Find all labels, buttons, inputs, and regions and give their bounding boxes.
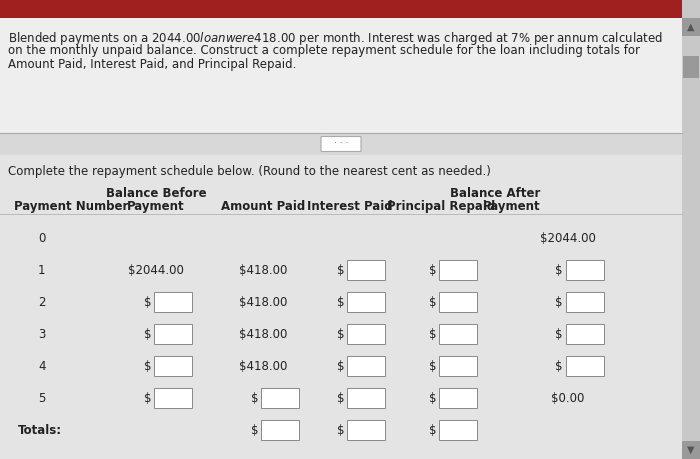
- Text: $: $: [429, 424, 436, 437]
- Bar: [566, 356, 603, 376]
- Bar: [440, 324, 477, 344]
- Text: $418.00: $418.00: [239, 263, 288, 276]
- Text: Amount Paid, Interest Paid, and Principal Repaid.: Amount Paid, Interest Paid, and Principa…: [8, 58, 296, 71]
- Text: $: $: [555, 296, 563, 308]
- Bar: [682, 0, 700, 459]
- Text: $: $: [144, 328, 151, 341]
- Bar: [154, 356, 192, 376]
- Text: $418.00: $418.00: [239, 296, 288, 308]
- Text: $418.00: $418.00: [239, 328, 288, 341]
- Text: $: $: [337, 392, 344, 404]
- Text: 0: 0: [38, 231, 46, 245]
- Text: $: $: [144, 296, 151, 308]
- Text: $: $: [337, 359, 344, 373]
- Bar: [261, 388, 300, 408]
- Text: Payment: Payment: [127, 200, 185, 213]
- Text: on the monthly unpaid balance. Construct a complete repayment schedule for the l: on the monthly unpaid balance. Construct…: [8, 44, 640, 57]
- Bar: [440, 260, 477, 280]
- Text: $: $: [429, 359, 436, 373]
- Text: Blended payments on a $2044.00 loan were $418.00 per month. Interest was charged: Blended payments on a $2044.00 loan were…: [8, 30, 663, 47]
- Text: $: $: [251, 424, 258, 437]
- Text: Complete the repayment schedule below. (Round to the nearest cent as needed.): Complete the repayment schedule below. (…: [8, 165, 491, 178]
- Text: $418.00: $418.00: [239, 359, 288, 373]
- Bar: [682, 18, 700, 36]
- Bar: [0, 18, 682, 133]
- Bar: [154, 324, 192, 344]
- Bar: [440, 356, 477, 376]
- Text: $: $: [429, 328, 436, 341]
- Bar: [440, 420, 477, 440]
- Text: $: $: [337, 296, 344, 308]
- Text: ▼: ▼: [687, 445, 694, 455]
- Bar: [347, 260, 386, 280]
- Text: Totals:: Totals:: [18, 424, 62, 437]
- Text: $2044.00: $2044.00: [128, 263, 184, 276]
- Text: Interest Paid: Interest Paid: [307, 200, 392, 213]
- Text: $: $: [429, 296, 436, 308]
- Text: Amount Paid: Amount Paid: [221, 200, 305, 213]
- Bar: [154, 292, 192, 312]
- Text: $: $: [555, 359, 563, 373]
- Text: Balance After: Balance After: [450, 187, 540, 200]
- Bar: [440, 292, 477, 312]
- Text: $: $: [144, 392, 151, 404]
- Text: $: $: [251, 392, 258, 404]
- Text: $: $: [144, 359, 151, 373]
- Bar: [154, 388, 192, 408]
- Text: 1: 1: [38, 263, 46, 276]
- Bar: [347, 388, 386, 408]
- Text: $: $: [555, 328, 563, 341]
- Bar: [682, 441, 700, 459]
- Text: 5: 5: [38, 392, 46, 404]
- Bar: [261, 420, 300, 440]
- Text: 4: 4: [38, 359, 46, 373]
- Bar: [347, 292, 386, 312]
- Text: ▲: ▲: [687, 22, 694, 32]
- Bar: [683, 56, 699, 78]
- Bar: [0, 155, 682, 459]
- Bar: [566, 292, 603, 312]
- Text: $: $: [429, 392, 436, 404]
- Text: $: $: [337, 328, 344, 341]
- Bar: [566, 260, 603, 280]
- Text: · · ·: · · ·: [334, 140, 348, 149]
- Text: Payment: Payment: [483, 200, 540, 213]
- Text: Payment Number: Payment Number: [13, 200, 128, 213]
- Text: $: $: [337, 424, 344, 437]
- Bar: [347, 324, 386, 344]
- Text: Principal Repaid: Principal Repaid: [387, 200, 496, 213]
- Text: $: $: [429, 263, 436, 276]
- FancyBboxPatch shape: [321, 136, 361, 151]
- Text: 2: 2: [38, 296, 46, 308]
- Text: 3: 3: [38, 328, 46, 341]
- Bar: [347, 420, 386, 440]
- Bar: [440, 388, 477, 408]
- Bar: [566, 324, 603, 344]
- Text: Balance Before: Balance Before: [106, 187, 206, 200]
- Bar: [0, 0, 682, 18]
- Text: $: $: [337, 263, 344, 276]
- Text: $: $: [555, 263, 563, 276]
- Text: $2044.00: $2044.00: [540, 231, 596, 245]
- Text: $0.00: $0.00: [551, 392, 584, 404]
- Bar: [347, 356, 386, 376]
